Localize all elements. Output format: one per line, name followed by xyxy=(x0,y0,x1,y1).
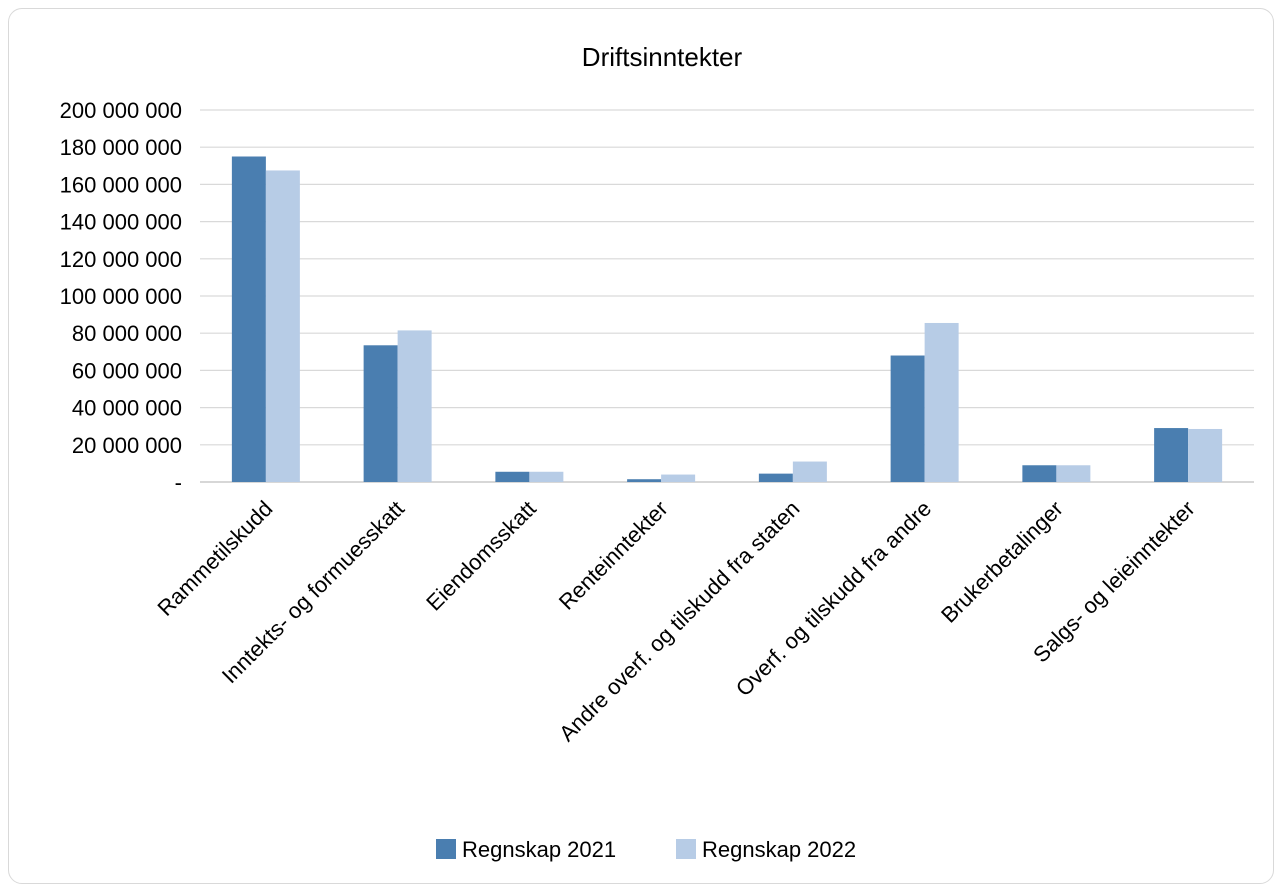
y-tick-label: - xyxy=(175,470,182,495)
bar-2021 xyxy=(1022,465,1057,482)
y-tick-label: 60 000 000 xyxy=(72,358,182,383)
y-tick-label: 100 000 000 xyxy=(60,284,182,309)
bar-2022 xyxy=(1188,428,1223,482)
y-tick-label: 20 000 000 xyxy=(72,433,182,458)
bars xyxy=(231,156,1223,482)
bar-2021 xyxy=(363,345,398,482)
x-tick-label: Renteinntekter xyxy=(554,496,673,615)
bar-2021 xyxy=(890,355,925,482)
y-axis: - 20 000 000 40 000 000 60 000 000 80 000 00… xyxy=(60,98,182,495)
legend-label: Regnskap 2021 xyxy=(462,837,616,862)
gridlines xyxy=(200,109,1254,483)
x-tick-label: Andre overf. og tilskudd fra staten xyxy=(554,496,804,746)
x-tick-label: Eiendomsskatt xyxy=(421,496,541,616)
chart-title: Driftsinntekter xyxy=(582,42,743,72)
bar-2021 xyxy=(758,473,793,482)
x-tick-label: Brukerbetalinger xyxy=(936,496,1068,628)
bar-2021 xyxy=(627,479,662,482)
bar-2021 xyxy=(1154,428,1189,482)
bar-2022 xyxy=(265,170,300,482)
y-tick-label: 160 000 000 xyxy=(60,172,182,197)
bar-2022 xyxy=(397,330,432,482)
bar-2022 xyxy=(1056,465,1091,482)
y-tick-label: 180 000 000 xyxy=(60,135,182,160)
bar-2022 xyxy=(924,322,959,482)
chart-frame xyxy=(8,8,1274,884)
legend-swatch xyxy=(436,839,456,859)
y-tick-label: 140 000 000 xyxy=(60,210,182,235)
bar-2022 xyxy=(792,461,827,482)
y-tick-label: 80 000 000 xyxy=(72,321,182,346)
legend: Regnskap 2021 Regnskap 2022 xyxy=(436,837,856,862)
y-tick-label: 200 000 000 xyxy=(60,98,182,123)
bar-2022 xyxy=(661,474,696,482)
bar-2022 xyxy=(529,471,564,482)
bar-2021 xyxy=(495,471,530,482)
y-tick-label: 120 000 000 xyxy=(60,247,182,272)
legend-swatch xyxy=(676,839,696,859)
y-tick-label: 40 000 000 xyxy=(72,396,182,421)
legend-label: Regnskap 2022 xyxy=(702,837,856,862)
bar-2021 xyxy=(231,156,266,482)
x-tick-label: Rammetilskudd xyxy=(153,496,278,621)
